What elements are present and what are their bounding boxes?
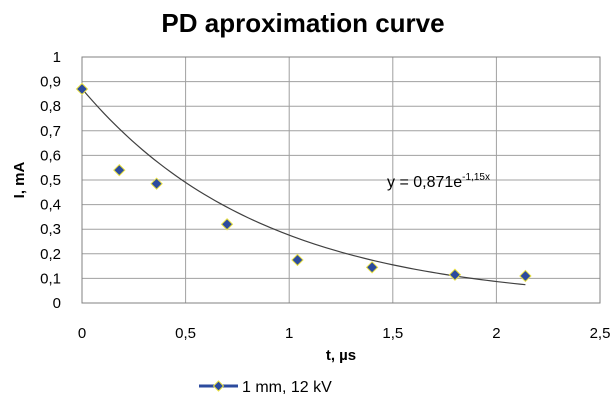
x-tick-label: 0 [78,325,86,342]
plot-area [75,56,601,304]
y-tick-label: 0,4 [40,197,61,214]
y-tick-label: 0 [53,295,61,312]
data-points [75,82,532,283]
legend-label: 1 mm, 12 kV [242,379,332,396]
gridlines-horizontal [82,81,600,279]
trendline-equation-base: y = 0,871e [387,174,462,191]
y-tick-label: 0,1 [40,270,61,287]
x-axis-title: t, µs [326,347,356,364]
y-tick-label: 0,7 [40,123,61,140]
x-tick-labels: 0 0,5 1 1,5 2 2,5 [78,325,611,342]
y-tick-label: 0,3 [40,221,61,238]
data-point [113,163,126,177]
data-point [150,177,163,190]
y-tick-label: 0,8 [40,98,61,115]
data-point [519,269,532,283]
y-tick-label: 0,5 [40,172,61,189]
trendline-equation-exponent: -1,15x [462,172,490,183]
x-tick-label: 1 [285,325,293,342]
y-tick-label: 0,2 [40,246,61,263]
legend: 1 mm, 12 kV [199,379,332,396]
y-tick-label: 1 [53,49,61,66]
data-point [291,253,304,267]
y-tick-labels: 0 0,1 0,2 0,3 0,4 0,5 0,6 0,7 0,8 0,9 1 [40,49,61,312]
x-tick-label: 2 [492,325,500,342]
x-tick-label: 1,5 [382,325,403,342]
legend-marker-diamond [212,380,225,392]
y-tick-label: 0,6 [40,147,61,164]
y-axis-title: I, mA [11,162,28,199]
y-tick-label: 0,9 [40,74,61,91]
chart-title: PD aproximation curve [161,8,444,38]
plot-border [81,56,601,304]
x-tick-label: 2,5 [590,325,611,342]
data-point [448,268,462,281]
data-point [365,261,379,274]
trendline-equation: y = 0,871e-1,15x [387,172,490,191]
data-point [220,218,234,231]
x-tick-label: 0,5 [175,325,196,342]
data-point [75,82,89,96]
